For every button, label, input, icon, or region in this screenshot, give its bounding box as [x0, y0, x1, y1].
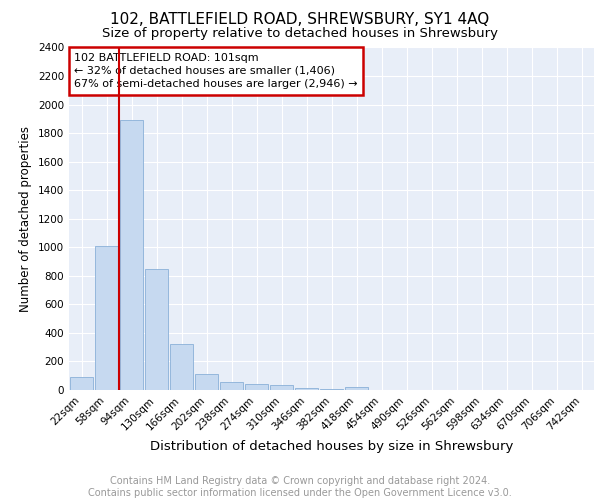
Bar	[70, 377, 93, 390]
Text: Size of property relative to detached houses in Shrewsbury: Size of property relative to detached ho…	[102, 28, 498, 40]
Bar	[345, 387, 368, 390]
Bar	[195, 374, 218, 390]
Text: 102, BATTLEFIELD ROAD, SHREWSBURY, SY1 4AQ: 102, BATTLEFIELD ROAD, SHREWSBURY, SY1 4…	[110, 12, 490, 28]
Bar	[145, 268, 168, 390]
Bar	[295, 388, 318, 390]
Bar	[270, 385, 293, 390]
Bar	[170, 344, 193, 390]
Text: Contains HM Land Registry data © Crown copyright and database right 2024.
Contai: Contains HM Land Registry data © Crown c…	[88, 476, 512, 498]
Text: 102 BATTLEFIELD ROAD: 101sqm
← 32% of detached houses are smaller (1,406)
67% of: 102 BATTLEFIELD ROAD: 101sqm ← 32% of de…	[74, 52, 358, 89]
Y-axis label: Number of detached properties: Number of detached properties	[19, 126, 32, 312]
Bar	[245, 384, 268, 390]
X-axis label: Distribution of detached houses by size in Shrewsbury: Distribution of detached houses by size …	[150, 440, 513, 453]
Bar	[120, 120, 143, 390]
Bar	[220, 382, 243, 390]
Bar	[95, 246, 118, 390]
